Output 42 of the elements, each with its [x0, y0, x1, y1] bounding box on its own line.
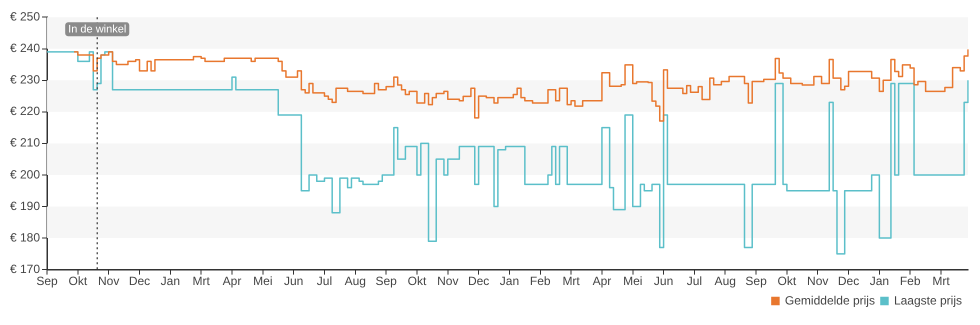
y-tick-label: € 250: [10, 10, 40, 24]
x-tick-label: Dec: [838, 274, 860, 288]
x-tick-label: Apr: [222, 274, 242, 288]
x-tick-label: Mrt: [932, 274, 950, 288]
legend-label: Gemiddelde prijs: [784, 293, 875, 308]
x-tick-label: Dec: [128, 274, 150, 288]
x-tick-label: Okt: [778, 274, 797, 288]
x-tick-label: Jan: [160, 274, 180, 288]
x-tick-label: Jan: [500, 274, 520, 288]
legend-label: Laagste prijs: [894, 293, 962, 308]
x-tick-label: Jan: [870, 274, 890, 288]
y-tick-label: € 230: [10, 72, 40, 87]
x-tick-label: Jul: [686, 274, 702, 288]
x-tick-label: Okt: [408, 274, 427, 288]
x-tick-label: Feb: [530, 274, 551, 288]
x-tick-label: Jun: [654, 274, 674, 288]
y-tick-label: € 200: [10, 167, 40, 182]
y-tick-label: € 240: [10, 41, 40, 56]
x-tick-label: Jul: [316, 274, 332, 288]
x-tick-label: Mrt: [562, 274, 580, 288]
x-tick-label: Mrt: [192, 274, 210, 288]
y-tick-label: € 190: [10, 198, 40, 213]
y-tick-label: € 220: [10, 104, 40, 118]
x-tick-label: Aug: [344, 274, 366, 288]
x-tick-label: Sep: [36, 274, 58, 288]
x-tick-label: Jun: [284, 274, 304, 288]
x-tick-label: Okt: [68, 274, 88, 288]
x-tick-label: Nov: [98, 274, 120, 288]
y-tick-label: € 170: [10, 262, 40, 276]
x-tick-label: Mei: [623, 274, 642, 288]
x-tick-label: Feb: [900, 274, 921, 288]
y-tick-label: € 180: [10, 230, 40, 244]
x-tick-label: Aug: [714, 274, 736, 288]
x-tick-label: Nov: [437, 274, 458, 288]
x-tick-label: Sep: [375, 274, 398, 288]
y-tick-label: € 210: [10, 136, 40, 150]
x-tick-label: Apr: [592, 274, 612, 288]
x-tick-label: Dec: [468, 274, 490, 288]
annotation: In de winkel: [68, 24, 126, 36]
x-tick-label: Sep: [745, 274, 768, 288]
x-tick-label: Nov: [807, 274, 828, 288]
x-tick-label: Mei: [253, 274, 272, 288]
